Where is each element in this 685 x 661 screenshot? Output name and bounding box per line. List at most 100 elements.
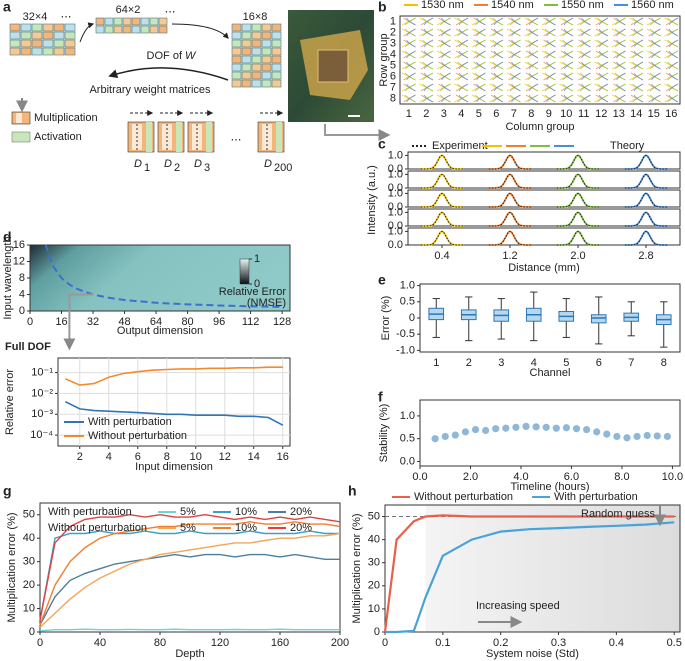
spectrum-sketch (546, 72, 556, 81)
x-tick-label: 0.3 (551, 637, 566, 649)
spectrum-sketch (528, 72, 539, 81)
matrix-cell (20, 47, 32, 56)
spectrum-sketch (546, 61, 556, 70)
x-tick-label: 1 (433, 357, 439, 369)
x-axis-label: System noise (Std) (486, 648, 579, 660)
spectrum-sketch (476, 17, 486, 26)
point (643, 431, 651, 440)
spectrum-sketch (546, 17, 556, 26)
matrix-cell (231, 55, 242, 64)
spectrum-sketch (423, 28, 434, 37)
y-tick-label: 10⁻² (31, 387, 53, 399)
matrix-cell (42, 23, 54, 32)
panel-label: c (378, 136, 386, 152)
spectrum-sketch (616, 83, 626, 92)
spectrum-sketch (581, 28, 591, 37)
spectrum-sketch (423, 17, 434, 26)
matrix-cell (261, 71, 272, 80)
y-tick-label: 1.0 (388, 168, 403, 180)
spectrum-sketch (511, 39, 521, 48)
x-tick-label: 112 (242, 316, 260, 328)
theory-peak (624, 192, 668, 208)
matrix-cell (104, 25, 114, 34)
x-tick-label: 8 (164, 451, 170, 463)
x-tick-label: 7 (628, 357, 634, 369)
y-tick-label: 20 (23, 579, 35, 591)
experiment-peak (420, 192, 464, 208)
spectrum-sketch (598, 61, 609, 70)
spectrum-sketch (406, 28, 416, 37)
point (482, 426, 490, 435)
spectrum-sketch (493, 94, 504, 103)
row-label: 5 (390, 59, 396, 71)
series-line (385, 521, 675, 634)
matrix-cell (53, 23, 65, 32)
theory-peak (488, 173, 532, 189)
column-label: 9 (546, 108, 552, 120)
y-tick-label: 40 (23, 532, 35, 544)
panel-label: a (3, 0, 11, 15)
matrix-cell (231, 63, 242, 72)
y-tick-label: -0.5 (396, 328, 415, 340)
spectrum-sketch (441, 94, 451, 103)
spectrum-sketch (651, 94, 661, 103)
experiment-peak (420, 211, 464, 227)
box (590, 314, 607, 324)
spectrum-sketch (598, 17, 609, 26)
spectrum-sketch (651, 83, 661, 92)
y-tick-label: 0 (19, 305, 25, 317)
chart-title: Full DOF (5, 341, 51, 353)
point (613, 432, 621, 441)
point (653, 432, 661, 440)
y-axis-label: Stability (%) (378, 404, 390, 463)
theory-peak (420, 154, 464, 170)
row-frame (407, 151, 681, 170)
matrix-cell (42, 31, 54, 40)
matrix-cell (251, 63, 262, 72)
spectrum-sketch (493, 61, 504, 70)
spectrum-sketch (476, 94, 486, 103)
colorbar-label: (NMSE) (247, 297, 286, 309)
spectrum-sketch (598, 83, 609, 92)
y-axis-label: Intensity (a.u.) (366, 165, 378, 235)
spectrum-sketch (511, 72, 521, 81)
matrix-cell (231, 47, 242, 56)
spectrum-sketch (458, 28, 469, 37)
theory-peak (624, 230, 668, 246)
y-tick-label: 8 (19, 272, 25, 284)
spectrum-sketch (668, 17, 679, 26)
series-line (39, 628, 340, 632)
legend-text: 1540 nm (491, 0, 534, 11)
spectrum-sketch (546, 50, 556, 59)
x-axis-label: Depth (175, 648, 204, 660)
x-tick-label: 0.2 (493, 637, 508, 649)
depth-subscript: 3 (204, 162, 210, 174)
layer-activation (206, 122, 212, 152)
y-tick-label: 0 (374, 626, 380, 638)
matrix-cell (42, 39, 54, 48)
legend-text: With perturbation (554, 491, 638, 503)
x-tick-label: 0.1 (435, 637, 450, 649)
matrix-cell (53, 31, 65, 40)
legend-text: 20% (290, 522, 312, 534)
spectrum-sketch (633, 72, 644, 81)
point (451, 431, 459, 439)
spectrum-sketch (633, 17, 644, 26)
spectrum-sketch (563, 28, 574, 37)
plot-frame (419, 399, 681, 467)
x-tick-label: 10 (190, 451, 202, 463)
matrix-cell (241, 39, 252, 48)
row-label: 6 (390, 70, 396, 82)
legend-activation (11, 131, 31, 143)
y-tick-label: 0.0 (388, 182, 403, 194)
x-tick-label: 6.0 (564, 471, 579, 483)
matrix-cell (241, 31, 252, 40)
x-tick-label: 0.4 (609, 637, 624, 649)
spectrum-sketch (511, 61, 521, 70)
matrix-cell (64, 31, 76, 40)
y-tick-label: 0.0 (388, 201, 403, 213)
legend-text: 1560 nm (631, 0, 674, 11)
theory-peak (420, 192, 464, 208)
row-frame (407, 227, 681, 246)
spectrum-sketch (563, 39, 574, 48)
